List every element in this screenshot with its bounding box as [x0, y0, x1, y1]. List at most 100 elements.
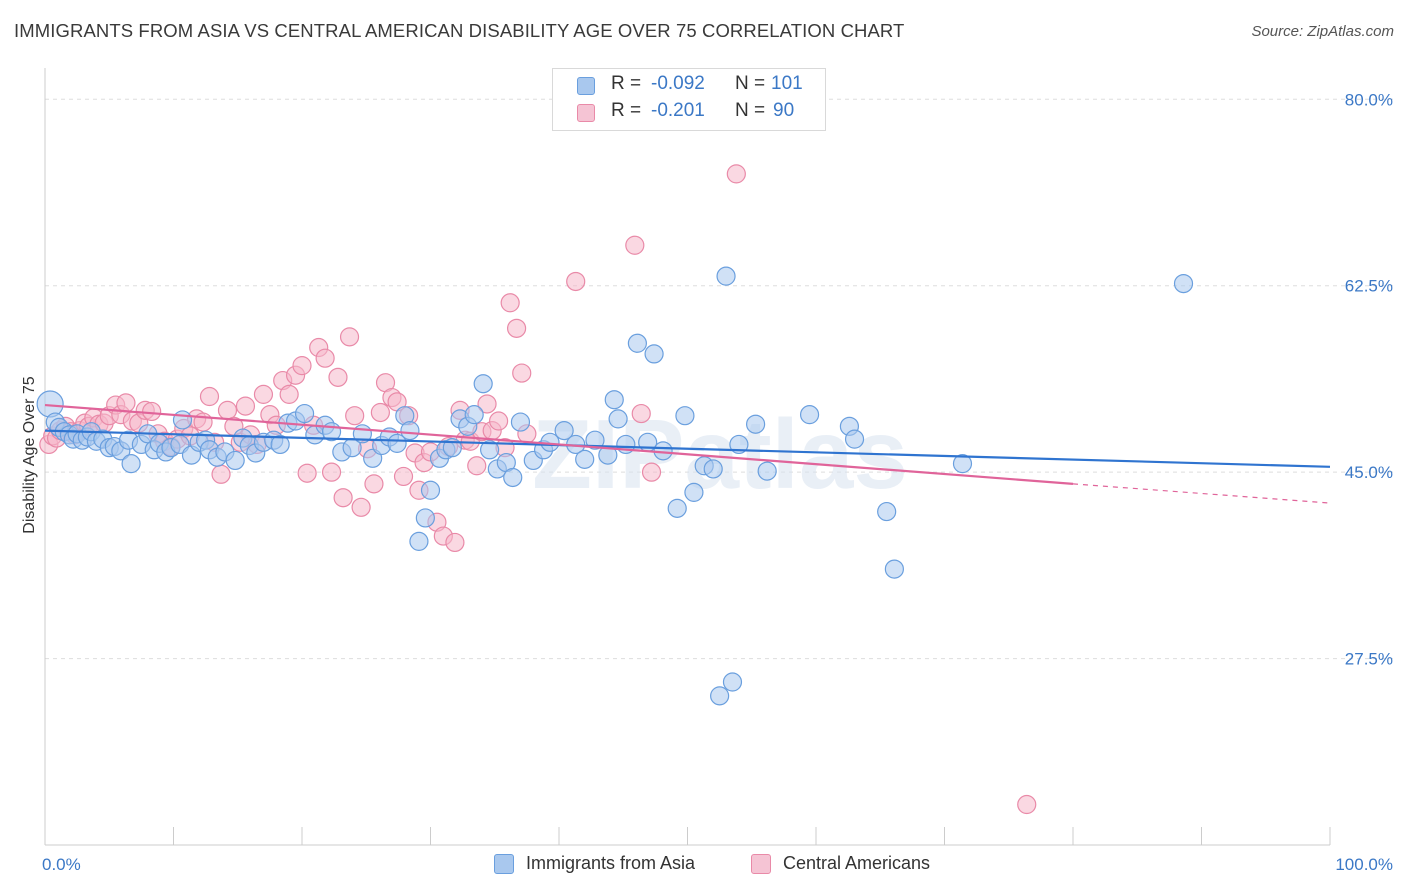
legend-item-asia[interactable]: Immigrants from Asia [494, 852, 734, 876]
legend-r-value: -0.092 [651, 73, 705, 94]
data-point [253, 384, 274, 404]
data-point [473, 374, 493, 394]
data-point [799, 405, 820, 425]
data-point [364, 474, 384, 494]
trend-line-asia [44, 429, 1331, 468]
data-point [477, 394, 497, 414]
data-point [631, 403, 651, 424]
data-point [506, 318, 527, 338]
data-point [1173, 273, 1194, 294]
legend-label-asia: Immigrants from Asia [526, 853, 696, 873]
data-point [644, 344, 664, 364]
data-point [566, 271, 586, 292]
legend-row-asia: R = -0.092 N = 101 [553, 73, 823, 99]
axes [44, 68, 1331, 846]
data-point [270, 434, 290, 455]
data-point [716, 266, 736, 286]
source-label: Source: ZipAtlas.com [1251, 23, 1394, 40]
data-point [172, 410, 193, 430]
data-point [415, 508, 435, 528]
data-point [667, 498, 687, 518]
data-point [217, 400, 238, 420]
data-point [510, 412, 531, 432]
data-point [604, 390, 624, 410]
data-point [116, 393, 136, 413]
data-point [445, 532, 465, 553]
data-point [36, 390, 64, 418]
data-point [1017, 794, 1037, 815]
data-point [757, 461, 777, 481]
data-point [142, 401, 162, 422]
data-point [503, 467, 523, 488]
y-tick-label: 27.5% [1345, 650, 1393, 669]
chart-title: IMMIGRANTS FROM ASIA VS CENTRAL AMERICAN… [14, 20, 905, 41]
legend-label-central: Central Americans [783, 853, 931, 873]
trend-line-central [44, 403, 1074, 485]
data-point [464, 405, 484, 425]
y-tick-label: 45.0% [1345, 463, 1393, 482]
correlation-legend: R = -0.092 N = 101 R = -0.201 N = 90 [552, 68, 826, 131]
x-tick-label: 100.0% [1335, 855, 1393, 874]
data-point [328, 367, 348, 387]
y-tick-label: 80.0% [1345, 90, 1393, 109]
data-point [121, 454, 141, 474]
data-point [345, 406, 365, 426]
data-point [726, 164, 746, 184]
data-point [877, 501, 897, 522]
data-point [333, 488, 353, 508]
data-point [400, 421, 420, 441]
data-point [297, 463, 317, 483]
data-point [292, 356, 312, 376]
data-point [703, 459, 723, 479]
data-point [387, 433, 407, 453]
data-point [746, 414, 766, 434]
immigrants-from-asia-points [36, 266, 1194, 706]
legend-n-value: 101 [771, 73, 803, 94]
data-point [339, 327, 360, 347]
legend-r-label: R = [611, 100, 642, 121]
data-point [321, 462, 342, 482]
data-point [500, 293, 520, 313]
y-tick-labels: 27.5% 45.0% 62.5% 80.0% [1345, 90, 1393, 668]
data-point [575, 449, 595, 469]
data-point [884, 559, 904, 579]
data-point [370, 402, 390, 423]
data-point [420, 480, 441, 500]
data-point [722, 672, 743, 692]
central-americans-points [39, 164, 1037, 815]
x-tick-labels: 0.0% 100.0% [42, 855, 1393, 874]
trend-line-central-extension [1072, 483, 1331, 504]
data-point [489, 411, 509, 431]
data-point [585, 430, 605, 450]
legend-r-label: R = [611, 73, 642, 94]
data-point [393, 466, 414, 487]
data-point [641, 462, 662, 482]
data-point [512, 363, 532, 383]
legend-item-central[interactable]: Central Americans [751, 852, 971, 876]
legend-swatch-blue [494, 854, 514, 874]
legend-swatch-blue [577, 77, 595, 95]
data-point [625, 235, 645, 255]
legend-swatch-pink [751, 854, 771, 874]
legend-row-central: R = -0.201 N = 90 [553, 100, 823, 126]
data-point [409, 531, 429, 551]
data-point [554, 421, 574, 441]
data-point [653, 441, 673, 461]
data-point [315, 348, 335, 368]
data-point [294, 403, 315, 424]
legend-n-label: N = [735, 100, 766, 121]
data-point [467, 456, 487, 476]
trend-lines [44, 403, 1331, 504]
legend-r-value: -0.201 [651, 100, 705, 121]
data-point [675, 406, 695, 426]
data-point [199, 386, 220, 407]
grid-lines [45, 98, 1395, 660]
legend-n-label: N = [735, 73, 766, 94]
data-point [279, 384, 299, 404]
data-point [952, 454, 973, 474]
data-point [235, 396, 256, 416]
data-point [480, 440, 500, 460]
data-point [844, 429, 865, 449]
data-point [225, 450, 245, 471]
